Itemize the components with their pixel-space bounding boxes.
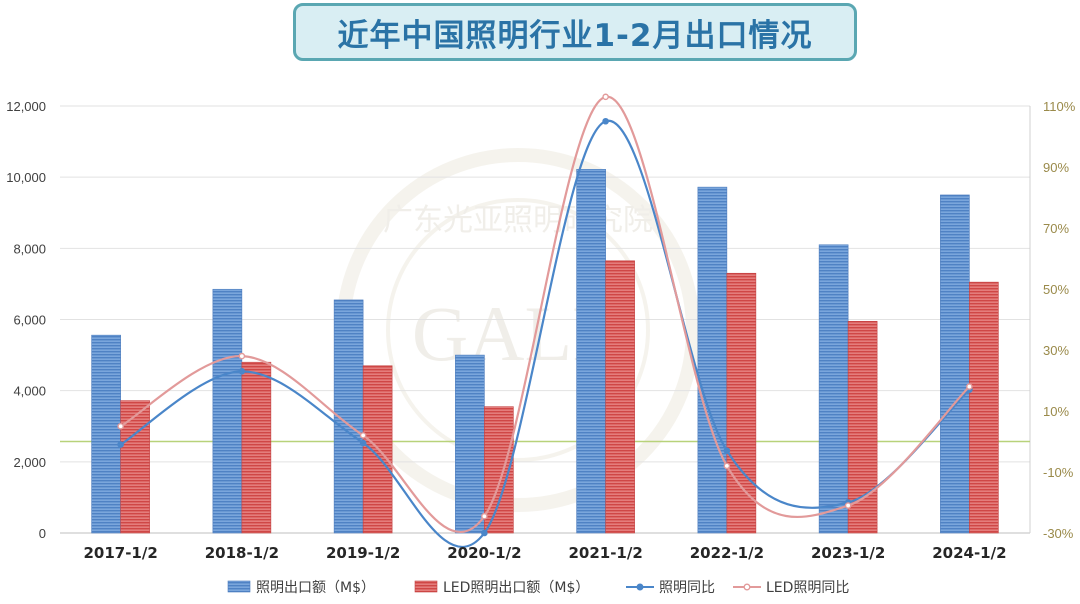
- point-led-yoy: [481, 512, 488, 520]
- legend: 照明出口额（M$） LED照明出口额（M$） 照明同比 LED照明同比: [227, 580, 849, 596]
- legend-label: LED照明同比: [766, 580, 849, 596]
- point-led-yoy: [117, 422, 124, 430]
- point-lighting-yoy: [723, 447, 731, 454]
- y-left-tick-label: 6,000: [13, 313, 46, 328]
- y-left-tick-label: 4,000: [13, 384, 46, 399]
- y-left-tick-label: 10,000: [6, 170, 46, 185]
- bar-lighting: [940, 194, 970, 534]
- y-axis-right: -30% -10% 10% 30% 50% 70% 90% 110%: [1043, 99, 1076, 541]
- y-right-tick-label: 70%: [1043, 221, 1069, 236]
- bar-led: [969, 281, 999, 534]
- y-right-tick-label: 50%: [1043, 282, 1069, 297]
- point-led-yoy: [359, 432, 367, 439]
- point-led-yoy: [966, 383, 973, 390]
- bar-led: [120, 400, 150, 534]
- x-tick-label: 2018-1/2: [205, 544, 279, 562]
- bar-lighting: [697, 186, 728, 534]
- legend-swatch: [227, 580, 251, 593]
- gridlines: [60, 105, 1031, 534]
- legend-marker: [636, 583, 644, 591]
- bar-led: [241, 361, 272, 534]
- x-tick-label: 2024-1/2: [932, 544, 1006, 562]
- point-led-yoy: [844, 502, 852, 509]
- x-tick-label: 2023-1/2: [811, 544, 885, 562]
- point-lighting-yoy: [238, 368, 246, 375]
- legend-label: 照明同比: [659, 580, 715, 596]
- point-led-yoy: [238, 352, 246, 360]
- y-left-tick-label: 0: [39, 526, 46, 541]
- bar-lighting: [818, 244, 849, 534]
- y-right-tick-label: 30%: [1043, 343, 1069, 358]
- legend-marker: [743, 583, 751, 591]
- y-right-tick-label: -30%: [1043, 526, 1074, 541]
- chart-title-box: 近年中国照明行业1-2月出口情况: [293, 3, 857, 61]
- bar-lighting: [212, 288, 243, 534]
- legend-swatch: [414, 580, 438, 593]
- bar-lighting: [91, 334, 121, 534]
- point-lighting-yoy: [481, 529, 488, 537]
- bar-lighting: [576, 169, 606, 534]
- point-led-yoy: [723, 462, 731, 470]
- legend-label: 照明出口额（M$）: [256, 580, 375, 596]
- x-tick-label: 2019-1/2: [326, 544, 400, 562]
- bar-led: [726, 272, 757, 534]
- y-left-tick-label: 2,000: [13, 455, 46, 470]
- x-tick-label: 2020-1/2: [447, 544, 521, 562]
- y-right-tick-label: 90%: [1043, 160, 1069, 175]
- bar-lighting: [455, 354, 485, 534]
- point-lighting-yoy: [117, 441, 124, 448]
- watermark-text: 广东光亚照明研究院: [383, 203, 653, 238]
- x-tick-label: 2022-1/2: [690, 544, 764, 562]
- chart-title: 近年中国照明行业1-2月出口情况: [337, 17, 813, 54]
- bar-led: [605, 260, 635, 534]
- y-axis-left: 0 2,000 4,000 6,000 8,000 10,000 12,000: [6, 99, 46, 541]
- y-right-tick-label: 110%: [1043, 99, 1076, 114]
- point-lighting-yoy: [359, 439, 367, 447]
- point-led-yoy: [602, 93, 609, 101]
- x-tick-label: 2021-1/2: [568, 544, 642, 562]
- y-left-tick-label: 8,000: [13, 241, 46, 256]
- watermark-inner-ring: [386, 198, 650, 462]
- lines: [117, 93, 973, 549]
- y-left-tick-label: 12,000: [6, 99, 46, 114]
- point-lighting-yoy: [602, 117, 609, 125]
- line-lighting-yoy: [120, 120, 971, 549]
- line-led-yoy: [120, 95, 971, 534]
- x-tick-label: 2017-1/2: [83, 544, 157, 562]
- x-axis: 2017-1/2 2018-1/2 2019-1/2 2020-1/2 2021-1/2…: [83, 544, 1006, 562]
- y-right-tick-label: -10%: [1043, 465, 1074, 480]
- y-right-tick-label: 10%: [1043, 404, 1069, 419]
- legend-label: LED照明出口额（M$）: [443, 580, 589, 596]
